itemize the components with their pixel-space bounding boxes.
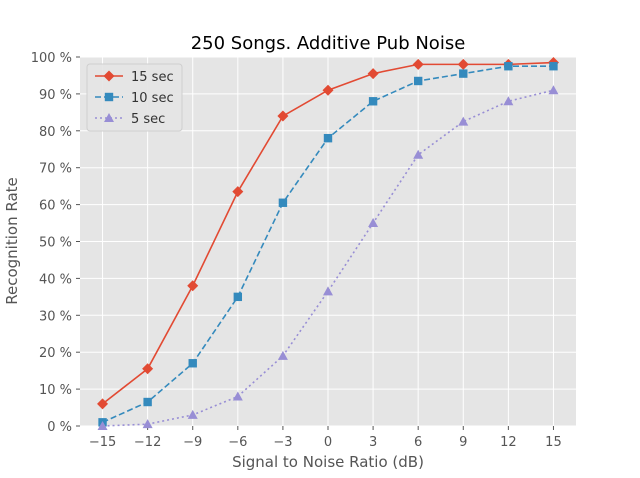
- legend-box: [86, 63, 183, 132]
- data-point: [142, 363, 154, 375]
- y-axis-label: Recognition Rate: [3, 177, 21, 305]
- data-point: [413, 149, 424, 159]
- x-axis: −15 −12 −9 −6 −3 0 3 6 9 12 15: [89, 426, 562, 450]
- y-tick-label: 80 %: [39, 125, 72, 140]
- x-tick-label: 15: [545, 435, 562, 450]
- x-axis-label: Signal to Noise Ratio (dB): [232, 453, 424, 471]
- y-tick-label: 20 %: [39, 346, 72, 361]
- x-tick-label: −6: [228, 435, 247, 450]
- y-tick-label: 0 %: [47, 420, 72, 435]
- legend-item: 15 sec: [95, 70, 174, 85]
- data-point: [97, 398, 109, 410]
- data-point: [368, 218, 379, 228]
- legend-item: 5 sec: [95, 112, 165, 127]
- data-point: [504, 62, 513, 71]
- y-tick-label: 50 %: [39, 236, 72, 251]
- series-3: [97, 85, 559, 430]
- y-tick-label: 100 %: [31, 51, 72, 66]
- data-point: [368, 97, 378, 106]
- x-tick-label: −3: [273, 435, 292, 450]
- data-point: [412, 58, 424, 70]
- series-group: [97, 57, 559, 430]
- data-point: [188, 359, 197, 368]
- x-tick-label: 3: [369, 435, 377, 450]
- legend-marker: [104, 92, 114, 102]
- legend-marker: [104, 113, 114, 122]
- x-tick-label: −9: [183, 435, 202, 450]
- data-point: [232, 186, 244, 198]
- x-tick-label: −15: [89, 435, 116, 450]
- data-point: [97, 421, 108, 430]
- x-tick-label: 6: [414, 435, 422, 450]
- data-point: [187, 280, 199, 292]
- legend-marker: [103, 70, 115, 82]
- x-tick-label: 12: [500, 435, 517, 450]
- y-tick-label: 10 %: [39, 383, 72, 398]
- series-line: [102, 89, 554, 427]
- data-point: [323, 286, 333, 296]
- data-point: [187, 409, 198, 419]
- legend-label: 15 sec: [131, 70, 174, 85]
- data-point: [548, 85, 559, 95]
- data-point: [367, 68, 379, 80]
- y-tick-label: 70 %: [39, 162, 72, 177]
- data-point: [459, 69, 468, 78]
- y-tick-label: 30 %: [39, 309, 72, 324]
- y-tick-label: 60 %: [39, 199, 72, 214]
- data-point: [503, 96, 514, 106]
- legend: 15 sec 10 sec 5 sec: [86, 63, 183, 132]
- data-point: [458, 116, 469, 126]
- data-point: [322, 84, 334, 96]
- chart-title: 250 Songs. Additive Pub Noise: [191, 33, 466, 54]
- y-tick-label: 90 %: [39, 88, 72, 103]
- data-point: [457, 58, 469, 70]
- data-point: [277, 110, 289, 122]
- data-point: [277, 350, 288, 360]
- legend-label: 5 sec: [131, 112, 165, 127]
- data-point: [549, 62, 558, 71]
- x-tick-label: 9: [459, 435, 467, 450]
- data-point: [323, 133, 333, 143]
- y-axis: 0 % 10 % 20 % 30 % 40 % 50 % 60 % 70 % 80 % 90 % 1…: [31, 51, 80, 435]
- data-point: [413, 76, 423, 86]
- y-tick-label: 40 %: [39, 272, 72, 287]
- data-point: [233, 292, 243, 302]
- data-point: [278, 198, 288, 207]
- data-point: [143, 397, 152, 407]
- x-tick-label: 0: [324, 435, 332, 450]
- x-tick-label: −12: [134, 435, 161, 450]
- legend-item: 10 sec: [95, 91, 174, 106]
- data-point: [232, 391, 243, 401]
- data-point: [142, 419, 153, 429]
- legend-label: 10 sec: [131, 91, 174, 106]
